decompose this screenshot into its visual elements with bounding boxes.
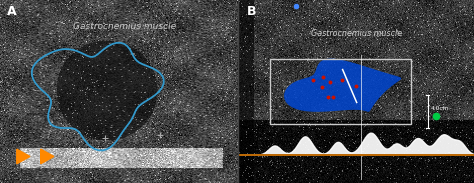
- Text: B: B: [246, 5, 256, 18]
- Polygon shape: [284, 59, 401, 112]
- Text: 4.0cm: 4.0cm: [430, 106, 449, 111]
- Text: A: A: [7, 5, 17, 18]
- Text: Gastrocnemius muscle: Gastrocnemius muscle: [73, 22, 176, 31]
- Text: Gastrocnemius muscle: Gastrocnemius muscle: [311, 29, 402, 38]
- Polygon shape: [41, 149, 54, 164]
- Bar: [270, 59, 410, 124]
- Polygon shape: [17, 149, 30, 164]
